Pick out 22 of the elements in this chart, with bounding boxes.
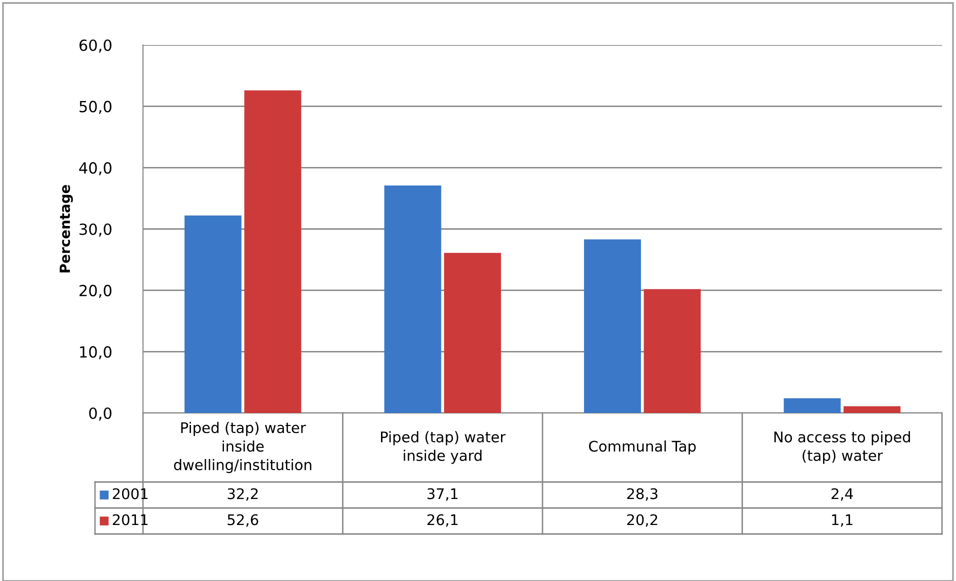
y-tick-label: 0,0	[89, 407, 112, 421]
y-tick-label: 10,0	[80, 346, 112, 360]
y-axis-title: Percentage	[60, 184, 73, 272]
data-label: 37,1	[428, 488, 458, 501]
y-tick-label: 50,0	[80, 100, 112, 114]
y-tick-label: 20,0	[80, 284, 112, 298]
data-label: 52,6	[228, 514, 258, 527]
data-label: 20,2	[627, 514, 658, 527]
x-tick-label: Communal Tap	[589, 440, 696, 455]
data-label: 26,1	[427, 514, 458, 527]
y-tick-label: 40,0	[79, 162, 112, 176]
x-tick-label: Piped (tap) water inside dwelling/institution	[174, 422, 312, 474]
y-tick-label: 30,0	[80, 223, 112, 237]
data-label: 1,1	[832, 514, 852, 527]
legend-label: 2011	[112, 514, 148, 526]
data-label: 32,2	[228, 488, 258, 501]
x-tick-label: Piped (tap) water inside yard	[381, 431, 506, 464]
data-label: 28,3	[627, 488, 658, 501]
x-tick-label: No access to piped (tap) water	[774, 431, 910, 464]
legend-label: 2001	[112, 488, 148, 500]
data-label: 2,4	[832, 488, 853, 501]
y-tick-label: 60,0	[79, 39, 112, 53]
